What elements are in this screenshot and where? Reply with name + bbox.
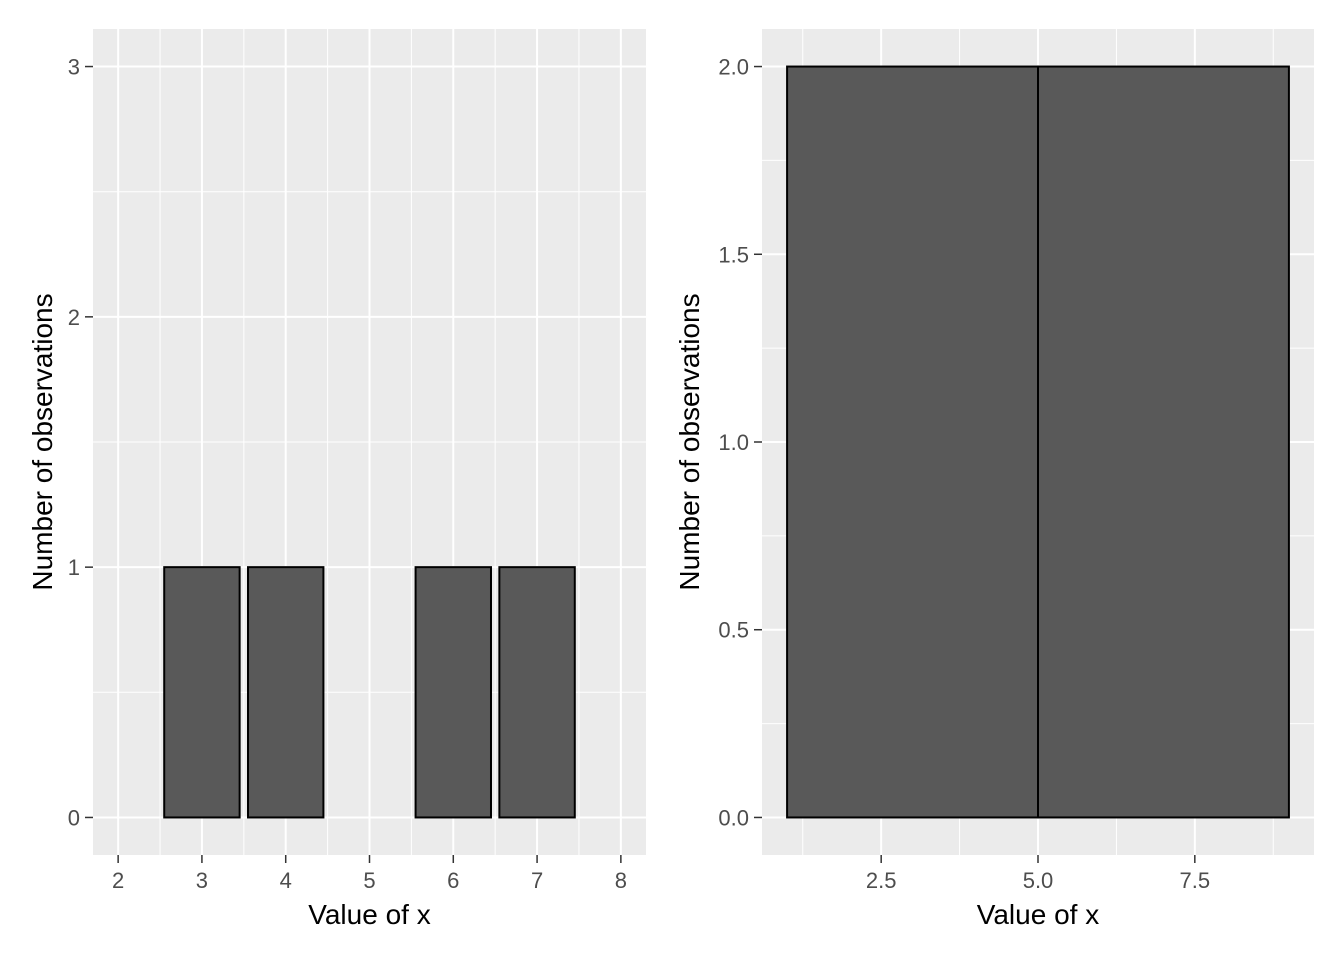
left-bar-x6 (414, 566, 492, 819)
left-histogram: 0 1 2 3 2 3 4 5 6 7 8 Value of x Number of observ… (27, 29, 646, 930)
right-bars (786, 65, 1290, 819)
left-bars (163, 566, 576, 819)
left-bar-x7 (498, 566, 576, 819)
left-y-tick-label: 3 (68, 55, 80, 80)
left-y-axis-title: Number of observations (27, 293, 58, 590)
right-bar-2 (1037, 65, 1290, 819)
left-y-tick-label: 1 (68, 555, 80, 580)
left-x-axis: 2 3 4 5 6 7 8 (112, 855, 627, 893)
left-x-tick-label: 4 (280, 868, 292, 893)
right-x-tick-label: 7.5 (1180, 868, 1211, 893)
right-x-tick-label: 2.5 (866, 868, 897, 893)
right-x-tick-label: 5.0 (1023, 868, 1054, 893)
left-x-tick-label: 3 (196, 868, 208, 893)
right-bar-1 (786, 65, 1039, 819)
right-y-tick-label: 2.0 (718, 55, 749, 80)
left-x-tick-label: 8 (615, 868, 627, 893)
left-y-tick-label: 0 (68, 805, 80, 830)
right-x-axis-title: Value of x (977, 899, 1099, 930)
left-x-axis-title: Value of x (308, 899, 430, 930)
left-x-tick-label: 2 (112, 868, 124, 893)
right-y-tick-label: 0.5 (718, 618, 749, 643)
right-y-tick-label: 0.0 (718, 805, 749, 830)
right-y-tick-label: 1.5 (718, 242, 749, 267)
right-x-axis: 2.5 5.0 7.5 (866, 855, 1210, 893)
right-y-axis-title: Number of observations (674, 293, 705, 590)
right-y-tick-label: 1.0 (718, 430, 749, 455)
left-x-tick-label: 5 (363, 868, 375, 893)
right-histogram: 0.0 0.5 1.0 1.5 2.0 2.5 5.0 7.5 Value of x Num… (674, 29, 1314, 930)
right-y-axis: 0.0 0.5 1.0 1.5 2.0 (718, 55, 762, 830)
left-x-tick-label: 7 (531, 868, 543, 893)
left-y-tick-label: 2 (68, 305, 80, 330)
left-x-tick-label: 6 (447, 868, 459, 893)
left-bar-x3 (163, 566, 241, 819)
left-bar-x4 (247, 566, 325, 819)
left-y-axis: 0 1 2 3 (68, 55, 93, 830)
